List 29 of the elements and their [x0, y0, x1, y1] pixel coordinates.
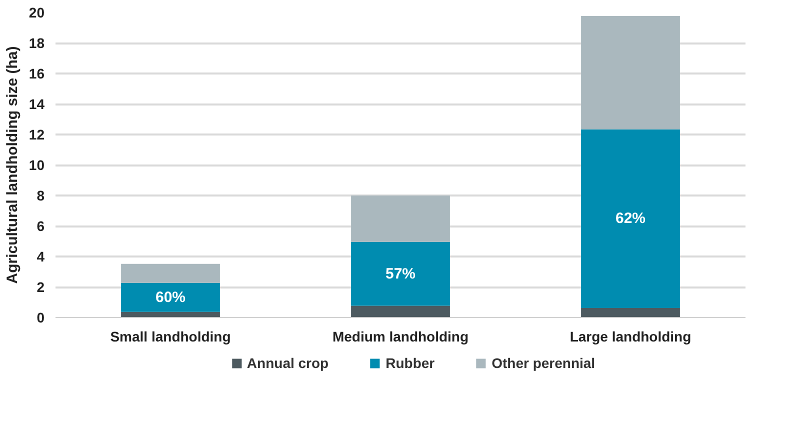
legend-label: Annual crop: [246, 355, 329, 371]
y-tick-label: 10: [28, 157, 45, 173]
x-tick-label: Medium landholding: [332, 328, 469, 344]
y-tick-label: 4: [36, 248, 45, 264]
y-tick-label: 18: [28, 35, 45, 51]
y-tick-label: 14: [28, 96, 45, 112]
bar: [121, 264, 220, 283]
y-tick-label: 8: [36, 188, 45, 204]
bar: [351, 242, 450, 306]
y-axis-title: Agricultural landholding size (ha): [4, 46, 21, 284]
y-tick-label: 20: [28, 4, 45, 20]
y-tick-label: 2: [36, 279, 45, 295]
bar: [121, 282, 220, 312]
bar: [351, 196, 450, 242]
bar: [581, 16, 680, 130]
bar: [351, 306, 450, 318]
bar: [581, 308, 680, 318]
annotation: 57%: [385, 265, 416, 282]
x-tick-label: Large landholding: [570, 328, 692, 344]
annotation: 60%: [155, 288, 186, 306]
y-tick-label: 6: [36, 218, 45, 234]
y-tick-label: 16: [28, 66, 45, 82]
bar: [581, 129, 680, 308]
x-tick-label: Small landholding: [110, 328, 231, 344]
legend-label: Rubber: [386, 355, 435, 371]
legend-label: Other perennial: [492, 355, 596, 371]
y-tick-label: 12: [28, 126, 45, 142]
y-tick-label: 0: [36, 310, 45, 326]
annotation: 62%: [615, 210, 646, 228]
